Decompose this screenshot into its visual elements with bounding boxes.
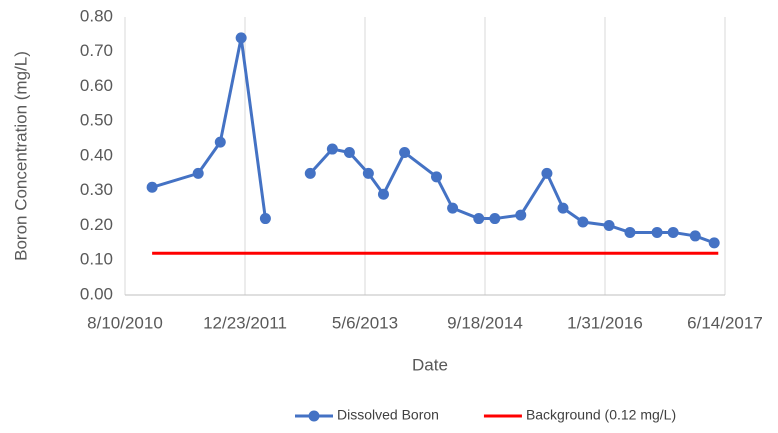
legend-label: Background (0.12 mg/L) — [526, 407, 676, 423]
y-axis-label: Boron Concentration (mg/L) — [11, 51, 30, 261]
y-tick-label: 0.40 — [80, 145, 113, 164]
x-tick-label: 8/10/2010 — [87, 313, 163, 332]
x-tick-label: 1/31/2016 — [567, 313, 643, 332]
x-tick-label: 9/18/2014 — [447, 313, 523, 332]
marker — [377, 188, 389, 200]
marker — [399, 147, 411, 159]
marker — [515, 209, 527, 221]
series-line — [151, 36, 267, 219]
x-axis-label: Date — [412, 355, 448, 374]
marker — [192, 167, 204, 179]
marker — [541, 167, 553, 179]
marker — [343, 147, 355, 159]
marker — [624, 226, 636, 238]
marker — [146, 181, 158, 193]
y-tick-label: 0.50 — [80, 111, 113, 130]
legend-label: Dissolved Boron — [337, 407, 439, 423]
marker — [473, 213, 485, 225]
marker — [259, 213, 271, 225]
marker — [362, 167, 374, 179]
marker — [304, 167, 316, 179]
marker — [489, 213, 501, 225]
marker — [603, 220, 615, 231]
y-tick-label: 0.00 — [80, 284, 113, 303]
y-tick-label: 0.10 — [80, 250, 113, 269]
marker — [447, 202, 459, 214]
marker — [235, 32, 247, 44]
marker — [667, 226, 679, 238]
marker — [214, 136, 226, 148]
x-tick-label: 12/23/2011 — [203, 313, 287, 332]
y-tick-label: 0.70 — [80, 41, 113, 60]
x-tick-label: 6/14/2017 — [687, 313, 763, 332]
marker — [708, 237, 720, 249]
y-tick-label: 0.20 — [80, 215, 113, 234]
marker — [326, 143, 338, 155]
y-tick-label: 0.30 — [80, 180, 113, 199]
y-tick-label: 0.80 — [80, 6, 113, 25]
marker — [651, 226, 663, 238]
legend-marker — [308, 410, 320, 422]
marker — [431, 171, 443, 183]
marker — [557, 202, 569, 214]
x-tick-label: 5/6/2013 — [332, 313, 398, 332]
marker — [689, 230, 701, 242]
marker — [577, 216, 589, 228]
y-tick-label: 0.60 — [80, 76, 113, 95]
